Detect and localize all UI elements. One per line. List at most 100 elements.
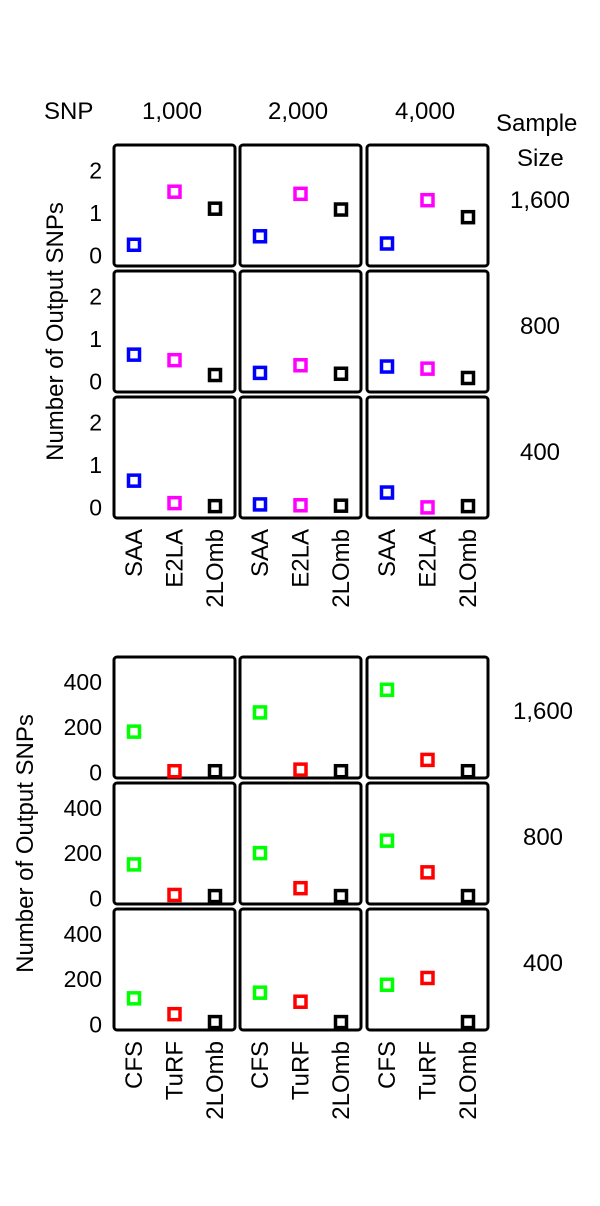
y-tick-label: 1 — [89, 452, 102, 478]
data-point-2lomb — [207, 888, 223, 904]
data-point-2lomb — [460, 498, 476, 514]
data-point-turf — [420, 865, 435, 880]
y-tick-label: 0 — [89, 1011, 102, 1037]
panel-frame — [112, 143, 237, 268]
category-tick-label: 2LOmb — [202, 529, 229, 608]
category-tick-label: CFS — [247, 1041, 274, 1089]
y-tick-label: 1 — [89, 326, 102, 352]
data-point-cfs — [379, 833, 395, 848]
data-point-saa — [126, 473, 142, 488]
data-point-e2la — [293, 498, 308, 513]
data-point-e2la — [420, 192, 435, 208]
panel-frame — [365, 143, 490, 268]
data-point-e2la — [420, 361, 435, 376]
data-point-cfs — [252, 845, 268, 861]
category-tick-label: 2LOmb — [328, 1041, 355, 1120]
data-point-e2la — [420, 500, 435, 515]
y-tick-label: 2 — [89, 283, 102, 309]
y-tick-label: 400 — [64, 795, 102, 821]
y-tick-label: 2 — [89, 409, 102, 435]
data-point-saa — [252, 365, 268, 381]
y-tick-label: 200 — [64, 966, 102, 992]
data-point-2lomb — [460, 763, 476, 779]
y-tick-label: 0 — [89, 494, 102, 520]
y-tick-label: 400 — [64, 921, 102, 947]
category-tick-label: E2LA — [162, 529, 189, 588]
data-point-e2la — [293, 186, 308, 202]
data-point-2lomb — [460, 370, 476, 386]
data-point-2lomb — [333, 202, 349, 217]
data-point-2lomb — [333, 498, 349, 513]
panel-frame — [112, 395, 237, 520]
category-tick-label: SAA — [121, 529, 148, 577]
category-tick-label: 2LOmb — [455, 1041, 482, 1120]
category-tick-label: CFS — [121, 1041, 148, 1089]
data-point-saa — [379, 485, 395, 500]
data-point-cfs — [252, 985, 268, 1000]
sample-size-label: 1,600 — [510, 187, 570, 214]
panel-frame — [238, 143, 363, 268]
data-point-saa — [252, 497, 268, 512]
category-tick-label: 2LOmb — [455, 529, 482, 608]
data-point-2lomb — [333, 763, 349, 779]
data-point-turf — [293, 880, 308, 896]
data-point-turf — [420, 752, 435, 768]
category-tick-label: TuRF — [415, 1041, 442, 1100]
data-point-e2la — [167, 495, 182, 511]
data-point-cfs — [252, 705, 268, 720]
category-tick-label: 2LOmb — [328, 529, 355, 608]
sample-size-label: 800 — [523, 824, 563, 851]
data-point-saa — [126, 237, 142, 253]
sample-size-label: 1,600 — [513, 698, 573, 725]
data-point-2lomb — [207, 201, 223, 216]
data-point-turf — [167, 763, 182, 779]
sample-size-header-line2: Size — [517, 145, 564, 172]
y-tick-label: 200 — [64, 714, 102, 740]
data-point-turf — [420, 970, 435, 986]
category-tick-label: TuRF — [162, 1041, 189, 1100]
sample-size-label: 400 — [523, 950, 563, 977]
data-point-2lomb — [207, 763, 223, 779]
data-point-cfs — [126, 724, 142, 739]
panel-frame — [238, 781, 363, 906]
data-point-2lomb — [207, 1014, 223, 1030]
data-point-cfs — [379, 682, 395, 698]
panel-frame — [365, 395, 490, 520]
data-point-saa — [252, 229, 268, 244]
y-tick-label: 1 — [89, 200, 102, 226]
panel-frame — [112, 269, 237, 394]
data-point-e2la — [293, 358, 308, 373]
y-tick-label: 2 — [89, 157, 102, 183]
data-point-saa — [379, 236, 395, 251]
data-point-2lomb — [207, 367, 223, 383]
snp-column-header-3: 4,000 — [395, 98, 456, 125]
panel-frame — [365, 269, 490, 394]
category-tick-label: 2LOmb — [202, 1041, 229, 1120]
snp-column-header-1: 1,000 — [142, 98, 203, 125]
data-point-saa — [379, 359, 395, 374]
panel-frame — [238, 269, 363, 394]
y-axis-title: Number of Output SNPs — [12, 714, 39, 973]
sample-size-label: 800 — [520, 313, 560, 340]
y-tick-label: 0 — [89, 759, 102, 785]
data-point-2lomb — [460, 1014, 476, 1030]
data-point-turf — [293, 994, 308, 1009]
data-point-cfs — [126, 857, 142, 872]
y-tick-label: 0 — [89, 242, 102, 268]
category-tick-label: E2LA — [415, 529, 442, 588]
y-tick-label: 0 — [89, 885, 102, 911]
data-point-2lomb — [207, 498, 223, 514]
panel-frame — [112, 781, 237, 906]
y-tick-label: 0 — [89, 368, 102, 394]
category-tick-label: SAA — [374, 529, 401, 577]
data-point-e2la — [167, 184, 182, 199]
snp-column-header-2: 2,000 — [268, 98, 329, 125]
sample-size-label: 400 — [520, 439, 560, 466]
data-point-2lomb — [460, 888, 476, 904]
sample-size-header-line1: Sample — [496, 110, 578, 137]
data-point-cfs — [379, 977, 395, 993]
panel-frame — [112, 907, 237, 1032]
panel-frame — [238, 655, 363, 780]
data-point-turf — [167, 887, 182, 903]
